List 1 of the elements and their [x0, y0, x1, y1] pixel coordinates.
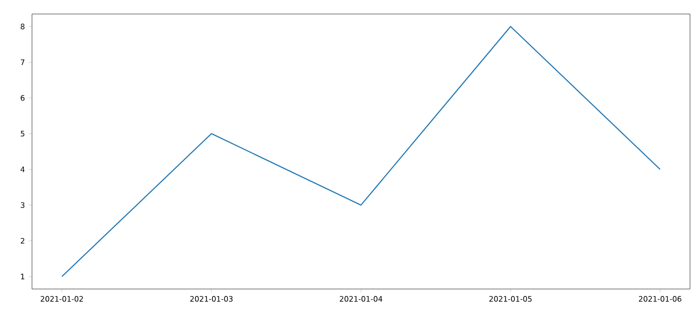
line-series: [61, 26, 661, 278]
